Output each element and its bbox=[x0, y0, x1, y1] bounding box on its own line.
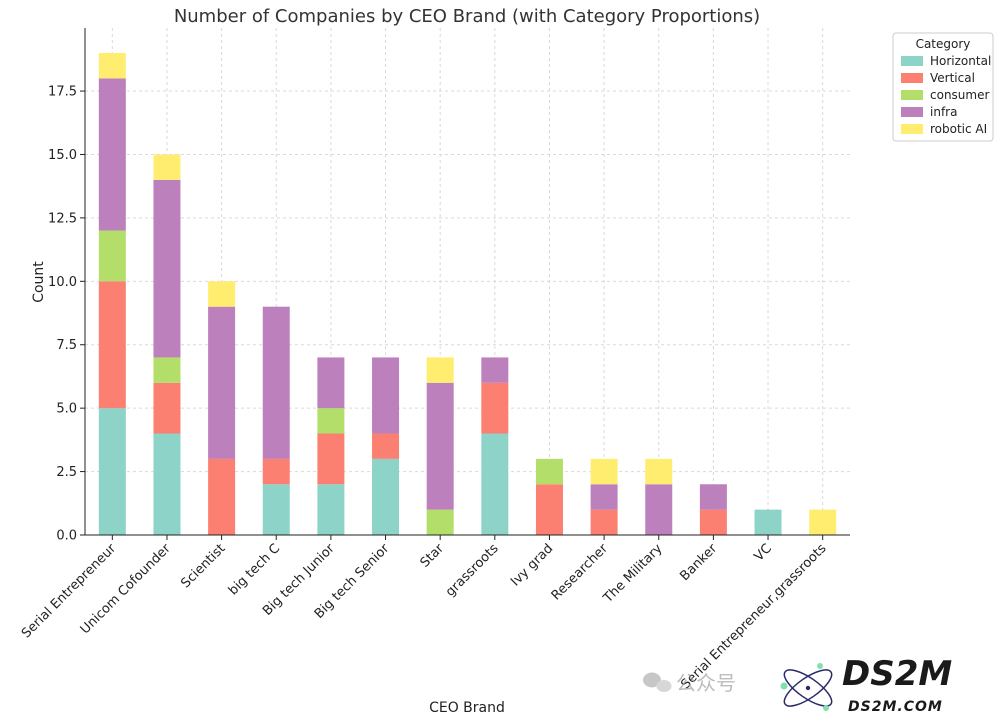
bars bbox=[98, 53, 837, 535]
watermark-url-text: DS2M.COM bbox=[848, 699, 943, 715]
bar-segment-infra bbox=[372, 357, 400, 434]
chart-title: Number of Companies by CEO Brand (with C… bbox=[174, 6, 760, 27]
bar-segment-robotic-ai bbox=[645, 458, 673, 485]
bar-segment-vertical bbox=[153, 382, 181, 434]
y-tick-label: 15.0 bbox=[48, 148, 77, 163]
bar-segment-consumer bbox=[98, 230, 126, 282]
legend-label: Horizontal bbox=[930, 54, 991, 68]
legend-swatch bbox=[901, 107, 923, 117]
bar-segment-infra bbox=[153, 179, 181, 358]
bar-segment-vertical bbox=[262, 458, 290, 485]
bar-segment-vertical bbox=[98, 281, 126, 409]
bar-segment-infra bbox=[699, 484, 727, 510]
bar-segment-vertical bbox=[590, 509, 618, 535]
bar-segment-horizontal bbox=[153, 433, 181, 535]
legend-swatch bbox=[901, 56, 923, 66]
bar-segment-horizontal bbox=[98, 408, 126, 535]
bar-segment-horizontal bbox=[481, 433, 509, 535]
bar-segment-horizontal bbox=[754, 509, 782, 535]
y-tick-label: 12.5 bbox=[48, 211, 77, 226]
bar-segment-vertical bbox=[317, 433, 345, 485]
legend-swatch bbox=[901, 90, 923, 100]
legend-label: consumer bbox=[930, 88, 989, 102]
bar-segment-vertical bbox=[699, 509, 727, 535]
bar-segment-vertical bbox=[481, 382, 509, 434]
bar-segment-consumer bbox=[153, 357, 181, 383]
y-tick-label: 17.5 bbox=[48, 85, 77, 100]
bar-segment-infra bbox=[590, 484, 618, 510]
legend-label: Vertical bbox=[930, 71, 975, 85]
y-tick-label: 10.0 bbox=[48, 275, 77, 290]
bar-segment-infra bbox=[645, 484, 673, 535]
x-axis-title: CEO Brand bbox=[429, 700, 505, 716]
bar-segment-consumer bbox=[426, 509, 454, 535]
legend-label: infra bbox=[930, 105, 957, 119]
bar-segment-robotic-ai bbox=[98, 53, 126, 79]
bar-segment-infra bbox=[262, 306, 290, 459]
bar-segment-infra bbox=[481, 357, 509, 383]
y-tick-label: 2.5 bbox=[56, 465, 77, 480]
legend-items: Horizontal Vertical consumer infra robotic A… bbox=[901, 54, 991, 136]
bar-segment-horizontal bbox=[372, 458, 400, 535]
y-tick-label: 7.5 bbox=[56, 338, 77, 353]
legend: Category Horizontal Vertical consumer infra… bbox=[892, 32, 994, 142]
bar-segment-infra bbox=[98, 78, 126, 231]
legend-label: robotic AI bbox=[930, 122, 987, 136]
legend-swatch bbox=[901, 124, 923, 134]
legend-swatch bbox=[901, 73, 923, 83]
bar-segment-infra bbox=[208, 306, 236, 459]
y-tick-label: 5.0 bbox=[56, 402, 77, 417]
y-axis-title: Count bbox=[31, 261, 47, 303]
bar-segment-robotic-ai bbox=[809, 509, 837, 535]
watermark-logo-text: DS2M bbox=[842, 654, 952, 694]
y-ticks: 0.0 2.5 5.0 7.5 10.0 12.5 15.0 17.5 bbox=[48, 85, 85, 544]
ds2m-logo-icon bbox=[780, 663, 833, 711]
bar-segment-vertical bbox=[535, 484, 563, 535]
watermark-wechat-text: 公众号 bbox=[676, 671, 736, 695]
bar-segment-horizontal bbox=[262, 484, 290, 535]
bar-segment-robotic-ai bbox=[153, 154, 181, 180]
bar-segment-vertical bbox=[372, 433, 400, 459]
bar-segment-robotic-ai bbox=[426, 357, 454, 383]
bar-segment-consumer bbox=[317, 408, 345, 434]
legend-title: Category bbox=[916, 37, 971, 51]
bar-segment-consumer bbox=[535, 458, 563, 485]
bar-segment-vertical bbox=[208, 458, 236, 535]
bar-segment-infra bbox=[317, 357, 345, 409]
bar-segment-robotic-ai bbox=[590, 458, 618, 485]
bar-segment-robotic-ai bbox=[208, 281, 236, 307]
wechat-icon bbox=[643, 672, 672, 692]
watermark: 公众号 DS2M DS2M.COM bbox=[643, 654, 952, 715]
y-tick-label: 0.0 bbox=[56, 529, 77, 544]
bar-segment-infra bbox=[426, 382, 454, 510]
bar-segment-horizontal bbox=[317, 484, 345, 535]
